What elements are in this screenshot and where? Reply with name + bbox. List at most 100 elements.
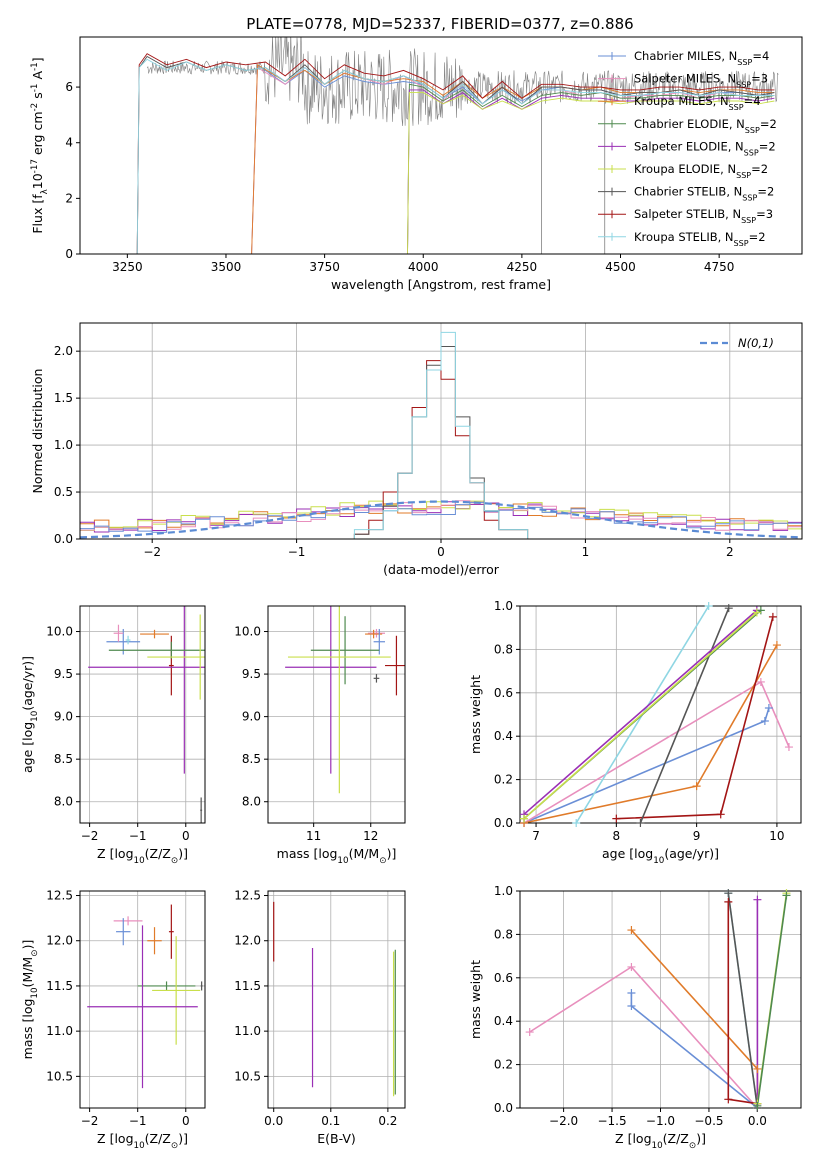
errorbar-point-5: [152, 936, 201, 1045]
x-tick-label: 1: [582, 545, 590, 559]
mass-weight-marker: [764, 703, 773, 712]
spectrum-plot-area: [136, 37, 779, 254]
legend-label: Salpeter STELIB, NSSP​=3: [634, 207, 773, 225]
legend-label: N(0,1): [738, 336, 774, 350]
mass-weight-line-4: [639, 607, 730, 823]
mass-weight-line-6: [523, 609, 758, 815]
y-tick-label: 8.0: [54, 795, 73, 809]
y-tick-label: 1.0: [54, 438, 73, 452]
model-line-4: [407, 89, 775, 254]
mass-vs-Z-panel: −2 −1 0 10.5 11.0 11.5 12.0 12.5 Z [log10​(Z/Z⊙​…: [20, 889, 206, 1151]
legend-label: Chabrier ELODIE, NSSP​=2: [634, 117, 777, 135]
errorbar-point-0: [385, 635, 405, 696]
x-tick-label: −1.5: [597, 1114, 626, 1128]
y-tick-label: 9.0: [54, 710, 73, 724]
y-tick-label: 8.0: [242, 795, 261, 809]
errorbar-point-7: [200, 981, 203, 991]
x-tick-label: 11: [306, 829, 321, 843]
axes-frame: [267, 605, 406, 824]
legend-label: Salpeter MILES, NSSP​=3: [634, 72, 768, 90]
mass-weight-vs-age-panel: 7 8 9 10 0.0 0.2 0.4 0.6 0.8 1.0 age [log10​(age/y…: [468, 599, 802, 866]
mass-weight-vs-Z-panel: −2.0 −1.5 −1.0 −0.5 0.0 0.0 0.2 0.4 0.6 0.8 1.0 Z […: [468, 884, 802, 1151]
y-tick-label: 0.0: [494, 1101, 513, 1115]
mass-weight-line-1: [630, 993, 758, 1108]
x-tick-label: 3500: [211, 260, 242, 274]
mass-weight-line-8: [756, 895, 788, 1106]
mass-weight-marker: [627, 988, 636, 997]
broad-histogram-4: [80, 501, 802, 533]
mass-weight-marker: [704, 602, 713, 610]
gaussian-curve: [80, 500, 802, 539]
residuals-panel: −2 −1 0 1 2 0.0 0.5 1.0 1.5 2.0 (data-model)/error…: [30, 322, 803, 577]
age-vs-Z-plot-area: [88, 606, 205, 823]
y-tick-label: 1.5: [54, 391, 73, 405]
errorbar-point-8: [125, 635, 131, 645]
errorbar-point-4: [137, 981, 196, 991]
y-tick-label: 0.2: [494, 773, 513, 787]
x-tick-label: −1: [129, 1114, 147, 1128]
legend-label: Salpeter ELODIE, NSSP​=2: [634, 139, 776, 157]
x-tick-label: 4250: [507, 260, 538, 274]
x-tick-label: 2: [726, 545, 734, 559]
x-tick-label: 9: [693, 829, 701, 843]
y-tick-label: 6: [65, 80, 73, 94]
y-tick-label: 11.5: [234, 979, 261, 993]
mass-weight-marker: [753, 1101, 762, 1110]
mass-weight-vs-age-plot-area: [523, 606, 790, 823]
x-axis-label: age [log10​(age/yr)]: [602, 846, 719, 866]
legend-label: Kroupa ELODIE, NSSP​=2: [634, 162, 768, 180]
x-tick-label: 4500: [605, 260, 636, 274]
y-tick-label: 0: [65, 247, 73, 261]
errorbar-point-4: [285, 606, 377, 774]
figure-title: PLATE=0778, MJD=52337, FIBERID=0377, z=0…: [246, 15, 633, 33]
errorbar-point-1: [367, 628, 386, 638]
errorbar-point-6: [87, 925, 198, 1089]
errorbar-point-6: [147, 614, 205, 700]
mass-weight-marker: [756, 677, 765, 686]
x-tick-label: 4750: [704, 260, 735, 274]
y-tick-label: 0.8: [494, 927, 513, 941]
x-tick-label: 0.0: [264, 1114, 283, 1128]
x-tick-label: −1: [288, 545, 306, 559]
mass-weight-marker: [782, 891, 791, 900]
age-vs-mass-plot-area: [285, 606, 405, 794]
y-tick-label: 12.5: [46, 889, 73, 903]
x-axis-label: Z [log10​(Z/Z⊙​)]: [97, 1131, 188, 1151]
errorbar-point-1: [116, 918, 131, 946]
y-tick-label: 0.4: [494, 729, 513, 743]
y-axis-label: Flux [fλ​10-17​ erg cm-2​ s-1​ A-1​]: [30, 57, 50, 233]
errorbar-point-6: [287, 606, 391, 794]
mass-weight-marker: [756, 606, 765, 615]
mass-weight-marker: [627, 1002, 636, 1011]
mass-weight-marker: [724, 604, 733, 613]
errorbar-point-2: [147, 927, 162, 955]
x-tick-label: −2: [143, 545, 161, 559]
errorbar-point-1: [113, 624, 124, 642]
mass-weight-marker: [753, 895, 762, 904]
y-tick-label: 0.0: [494, 816, 513, 830]
mass-weight-marker: [752, 608, 761, 617]
mass-weight-marker: [627, 962, 636, 971]
axes-frame: [519, 605, 802, 824]
mass-weight-marker: [768, 612, 777, 621]
legend-label: Kroupa MILES, NSSP​=4: [634, 94, 761, 112]
mass-weight-marker: [627, 926, 636, 935]
y-tick-label: 12.0: [46, 934, 73, 948]
x-axis-label: mass [log10​(M/M⊙​)]: [277, 846, 397, 866]
legend-label: Chabrier STELIB, NSSP​=2: [634, 185, 774, 203]
mass-weight-marker: [636, 819, 645, 827]
x-axis-label: (data-model)/error: [383, 562, 500, 577]
y-tick-label: 0.6: [494, 971, 513, 985]
axes-frame: [267, 890, 406, 1109]
y-tick-label: 10.0: [234, 625, 261, 639]
mass-weight-marker: [784, 743, 793, 752]
mass-weight-marker: [525, 1028, 534, 1037]
mass-weight-vs-Z-plot-area: [529, 893, 788, 1108]
x-axis-label: wavelength [Angstrom, rest frame]: [331, 277, 551, 292]
axes-frame: [79, 890, 206, 1109]
y-tick-label: 8.5: [54, 752, 73, 766]
x-tick-label: 3750: [309, 260, 340, 274]
mass-weight-marker: [724, 1095, 733, 1104]
x-tick-label: −1.0: [646, 1114, 675, 1128]
y-tick-label: 8.5: [242, 752, 261, 766]
